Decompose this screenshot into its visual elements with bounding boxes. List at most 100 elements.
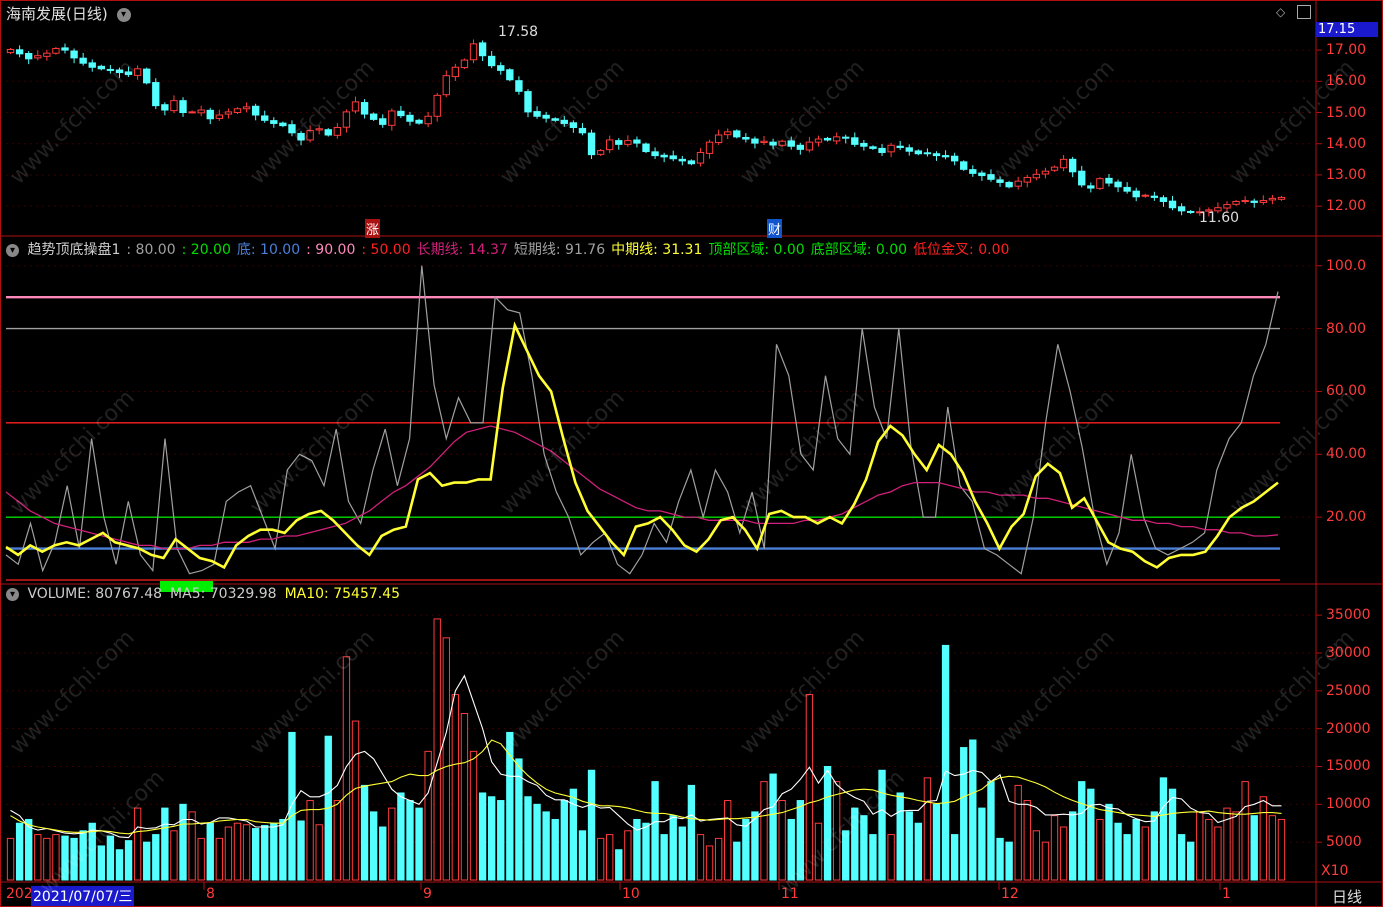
volume-bar	[805, 694, 814, 881]
candle	[542, 114, 550, 119]
month-label: 12	[1001, 886, 1019, 902]
candle	[760, 140, 768, 143]
candle	[1078, 170, 1086, 186]
volume-bar	[1141, 826, 1149, 881]
volume-bar	[1078, 781, 1086, 881]
candle	[669, 155, 677, 160]
candle	[1268, 197, 1277, 201]
candle	[1196, 211, 1204, 214]
volume-menu-icon[interactable]: ▾	[6, 587, 19, 601]
candle	[1041, 170, 1050, 175]
title-dropdown-icon[interactable]: ▾	[116, 7, 131, 22]
volume-bar	[705, 845, 714, 881]
bottom-zone-marker	[160, 581, 213, 592]
volume-bar	[261, 825, 269, 881]
volume-bar	[451, 694, 460, 881]
volume-bar	[224, 826, 233, 881]
volume-bar	[406, 800, 414, 881]
candle	[1096, 178, 1104, 189]
volume-bar	[905, 811, 913, 881]
candle	[297, 132, 305, 141]
volume-bar	[161, 807, 169, 881]
candle	[451, 66, 460, 78]
volume-bar	[878, 769, 886, 881]
candle	[143, 68, 151, 84]
volume-bar	[941, 644, 950, 881]
volume-bars	[6, 618, 1286, 881]
volume-bar	[1277, 818, 1286, 881]
candle	[705, 141, 714, 154]
candle	[932, 153, 941, 157]
candle	[1168, 200, 1177, 209]
candle	[261, 115, 269, 121]
candle	[487, 55, 496, 67]
price-tick-label: 14.00	[1326, 135, 1367, 152]
indicator-menu-icon[interactable]: ▾	[6, 243, 19, 257]
volume-bar	[1268, 815, 1277, 881]
volume-bar	[1214, 826, 1222, 881]
volume-bar	[242, 824, 251, 881]
volume-tick-label: 20000	[1326, 720, 1371, 737]
cursor-date: 2021/07/07/三	[31, 886, 135, 906]
candle	[642, 143, 650, 153]
month-label: 11	[781, 886, 799, 902]
volume-bar	[188, 811, 196, 881]
indicator-legend-item: : 20.00	[181, 242, 231, 258]
candle	[1023, 176, 1031, 183]
candle	[369, 113, 378, 120]
volume-ma-lines	[10, 674, 1282, 839]
volume-bar	[79, 830, 87, 881]
volume-bar	[333, 800, 342, 881]
candle	[923, 152, 932, 155]
candle	[1277, 196, 1286, 200]
candle	[333, 126, 342, 136]
volume-bar	[642, 822, 650, 881]
volume-legend-item: MA10: 75457.45	[284, 586, 401, 602]
volume-bar	[97, 845, 105, 881]
volume-bar	[769, 773, 777, 881]
volume-bar	[15, 822, 24, 881]
volume-bar	[288, 731, 296, 881]
event-mark-cai[interactable]: 财	[767, 219, 783, 238]
event-mark-zhang[interactable]: 涨	[365, 219, 381, 238]
candle	[842, 136, 850, 139]
candle	[687, 160, 696, 165]
candle	[460, 59, 469, 69]
volume-tick-label: 15000	[1326, 758, 1371, 775]
volume-bar	[70, 837, 78, 881]
period-label[interactable]: 日线	[1332, 888, 1363, 906]
candle	[424, 115, 432, 125]
volume-bar	[469, 750, 478, 881]
price-badge: 17.15	[1316, 22, 1378, 37]
diamond-icon[interactable]: ◇	[1276, 5, 1286, 19]
volume-bar	[1096, 818, 1104, 881]
volume-bar	[379, 826, 387, 881]
volume-bar	[1041, 841, 1050, 881]
volume-tick-label: 10000	[1326, 796, 1371, 813]
volume-bar	[143, 841, 151, 881]
volume-bar	[1250, 815, 1258, 881]
candle	[1032, 173, 1041, 179]
candle	[596, 150, 605, 155]
volume-bar	[106, 835, 115, 881]
window-toggle-icon[interactable]	[1297, 5, 1311, 19]
candle	[524, 91, 532, 113]
candle	[1014, 180, 1022, 187]
candle	[52, 48, 60, 54]
indicator-tick-label: 60.00	[1326, 383, 1367, 400]
candle	[778, 140, 786, 146]
volume-bar	[1050, 815, 1059, 881]
volume-bar	[1223, 807, 1231, 881]
candle	[905, 147, 913, 152]
volume-bar	[560, 800, 568, 881]
candle	[1187, 210, 1195, 213]
candle	[170, 100, 178, 112]
candle	[660, 154, 668, 158]
volume-bar	[669, 815, 677, 881]
candle	[1141, 194, 1149, 197]
volume-bar	[133, 807, 142, 881]
candle	[106, 68, 115, 71]
candle	[714, 134, 723, 143]
